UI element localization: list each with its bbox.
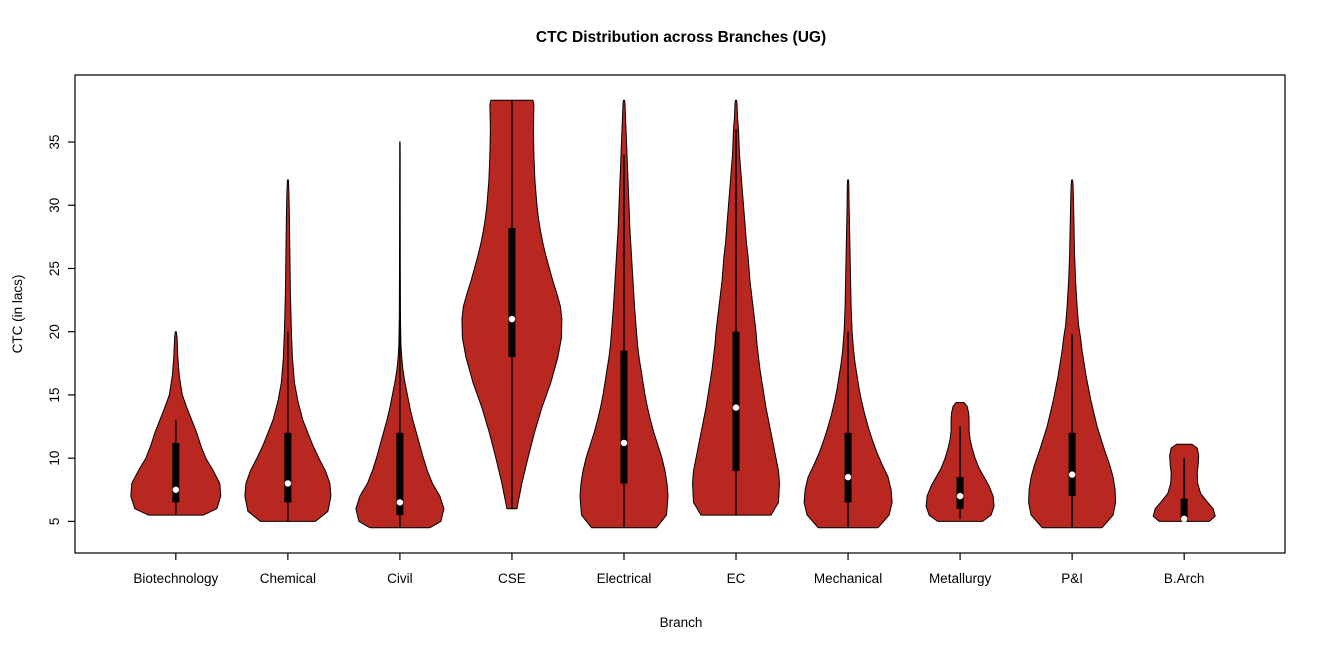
median-dot-p-i [1068, 471, 1076, 478]
violin-b-arch [1152, 443, 1216, 523]
y-tick-label: 5 [47, 518, 62, 526]
chart-title: CTC Distribution across Branches (UG) [536, 29, 826, 46]
iqr-box-cse [508, 228, 516, 357]
y-tick-label: 35 [47, 135, 62, 150]
x-axis-label: Branch [660, 615, 703, 630]
iqr-box-civil [396, 432, 404, 516]
plot-area: 5 10 15 20 25 30 35 Biotechnology Chemical Civil C… [47, 74, 1286, 586]
x-tick-label-biotechnology: Biotechnology [133, 571, 218, 586]
iqr-box-electrical [620, 350, 628, 484]
median-dot-metallurgy [956, 492, 964, 500]
median-dot-civil [396, 499, 404, 506]
x-tick-label-p-i: P&I [1061, 571, 1083, 586]
median-dot-b-arch [1180, 515, 1188, 523]
median-dot-electrical [620, 439, 628, 447]
iqr-box-biotechnology [172, 442, 180, 503]
x-tick-label-chemical: Chemical [260, 571, 316, 586]
median-dot-cse [508, 315, 516, 323]
x-tick-label-ec: EC [727, 571, 746, 586]
violin-mechanical [803, 179, 893, 529]
violin-chemical [244, 179, 332, 522]
x-tick-label-cse: CSE [498, 571, 526, 586]
x-tick-label-civil: Civil [387, 571, 413, 586]
y-tick-label: 30 [47, 198, 62, 213]
median-dot-biotechnology [172, 486, 180, 493]
violin-civil [355, 141, 445, 529]
median-dot-ec [732, 404, 740, 411]
violin-electrical [579, 99, 669, 529]
x-tick-label-metallurgy: Metallurgy [929, 571, 992, 586]
x-tick-label-electrical: Electrical [597, 571, 652, 586]
x-tick-label-mechanical: Mechanical [814, 571, 882, 586]
iqr-box-b-arch [1180, 498, 1188, 522]
y-axis-label: CTC (in lacs) [10, 275, 25, 354]
iqr-box-p-i [1068, 432, 1076, 497]
violin-p-i [1028, 179, 1117, 529]
median-dot-chemical [284, 480, 292, 487]
violin-ec [692, 99, 780, 516]
violin-metallurgy [925, 402, 995, 522]
iqr-box-ec [732, 331, 740, 471]
violin-biotechnology [130, 331, 222, 516]
y-tick-label: 20 [47, 324, 62, 339]
y-tick-label: 10 [47, 451, 62, 466]
y-tick-label: 25 [47, 261, 62, 276]
iqr-box-chemical [284, 432, 292, 503]
y-tick-label: 15 [47, 387, 62, 402]
violin-cse [461, 99, 563, 510]
median-dot-mechanical [844, 473, 852, 481]
x-tick-label-b-arch: B.Arch [1164, 571, 1205, 586]
plot-border [74, 74, 1286, 554]
iqr-box-mechanical [844, 432, 852, 503]
